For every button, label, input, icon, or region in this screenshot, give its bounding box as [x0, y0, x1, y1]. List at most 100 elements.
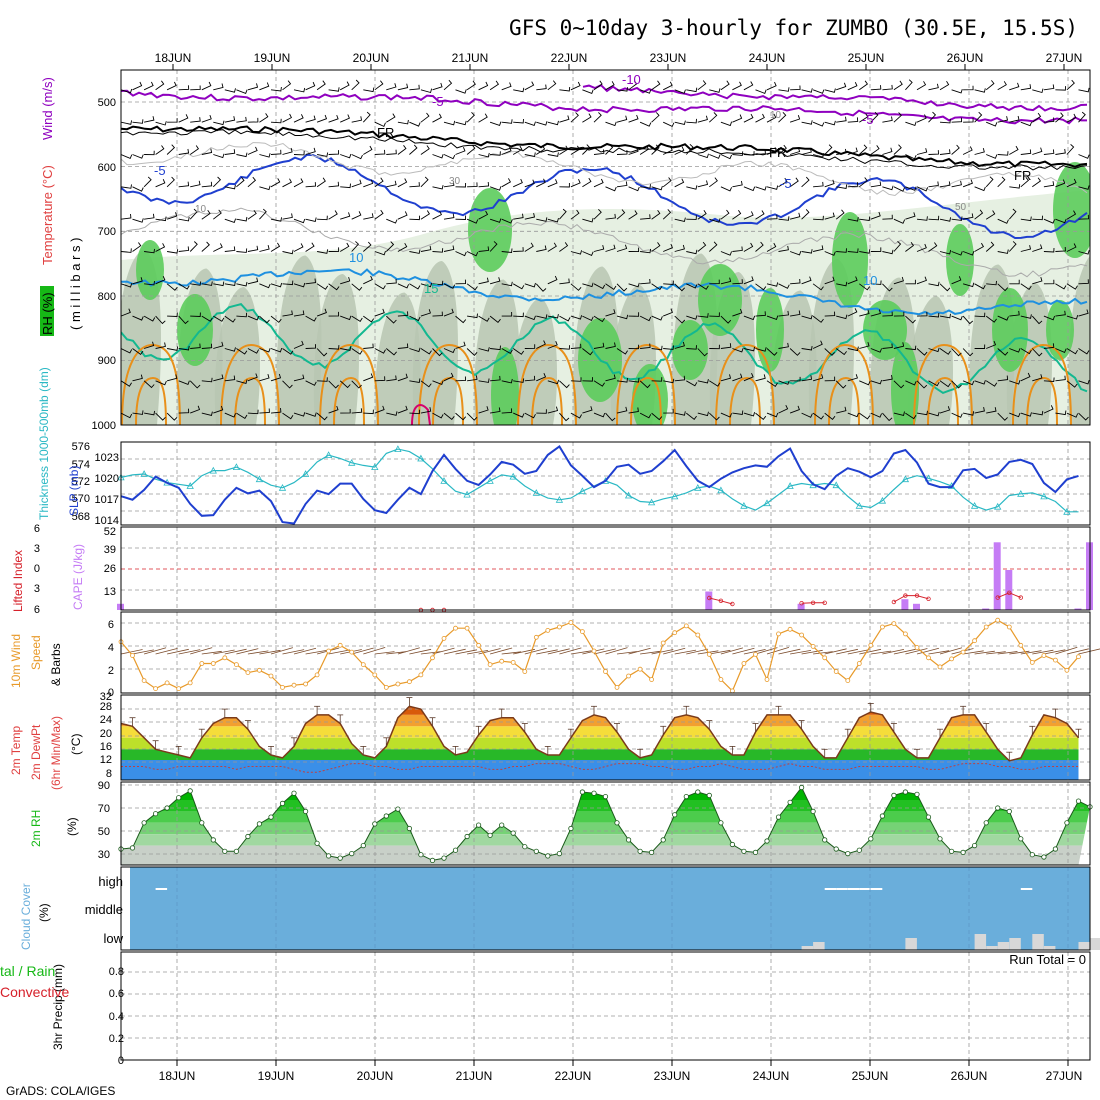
wind-barb	[455, 147, 466, 155]
wind-barb	[121, 380, 132, 387]
wind-barb	[512, 348, 525, 355]
wind-barb	[328, 114, 339, 123]
wind-barb	[789, 212, 801, 220]
wind10m-point	[453, 625, 458, 631]
rh2m-point	[1041, 854, 1047, 860]
rh2m-point	[349, 850, 355, 857]
wind-barb	[121, 248, 132, 253]
wind-barb	[709, 344, 720, 350]
wind-barb	[397, 343, 409, 349]
rh2m-point	[372, 821, 378, 827]
contour-line-20	[616, 343, 676, 425]
wind-barb	[1020, 412, 1032, 417]
wind-barb	[847, 117, 859, 123]
wind-barb	[616, 181, 628, 188]
wind-barb	[593, 80, 603, 91]
wind-barb	[674, 120, 686, 126]
wind-barb	[397, 405, 408, 414]
wind-barb	[1066, 412, 1079, 418]
wind-barb	[1032, 410, 1044, 416]
wind-barb	[974, 88, 986, 93]
wind-barb	[628, 282, 640, 288]
contour-line-30	[411, 404, 431, 425]
thickness-point	[924, 474, 933, 482]
wind-barb	[478, 378, 490, 383]
high-cloud-gap	[1020, 888, 1033, 890]
wind-barb	[766, 315, 779, 320]
wind-barb	[859, 177, 868, 188]
wind-barb	[190, 343, 201, 349]
wind-barb	[893, 218, 906, 224]
wind-barb	[432, 113, 442, 123]
contour-line-15	[121, 302, 1088, 395]
wind10m-point	[568, 620, 574, 625]
wind-barb	[859, 80, 869, 91]
wind-barb	[813, 215, 824, 221]
rh2m-point	[187, 788, 193, 794]
wind10m-point	[949, 656, 954, 662]
wind-barb	[432, 280, 444, 286]
rh2m-point	[475, 822, 482, 828]
wind-barb	[363, 343, 374, 349]
contour-line-25	[1026, 376, 1058, 425]
wind-barb	[1066, 144, 1075, 155]
wind-barb	[467, 313, 478, 319]
wind-barb	[155, 342, 166, 349]
rh2m-point	[741, 848, 747, 854]
wind-barb	[490, 375, 501, 382]
bottom-date-label: 23JUN	[654, 1069, 691, 1083]
wind10m-barb	[443, 648, 466, 655]
wind-barb	[513, 87, 525, 93]
wind-barb	[282, 178, 293, 188]
wind10m-point	[153, 686, 159, 691]
wind10m-point	[983, 624, 989, 630]
wind-barb	[432, 184, 444, 190]
wind-barb	[270, 86, 282, 92]
wind-barb	[386, 278, 397, 285]
rh-shade-high	[832, 212, 868, 308]
wind-barb	[489, 315, 501, 324]
top-date-label: 23JUN	[650, 51, 687, 65]
wind-barb	[974, 242, 985, 252]
wind-barb	[316, 80, 326, 91]
wind-barb	[443, 154, 456, 160]
contour-line-25	[234, 376, 266, 425]
wind-barb	[582, 348, 594, 356]
wind-barb	[1032, 112, 1042, 123]
wind-barb	[789, 251, 802, 256]
wind-tick-label: 6	[108, 619, 114, 631]
wind-barb	[824, 144, 833, 155]
rh2m-point	[499, 822, 505, 828]
wind-barb	[789, 147, 801, 155]
wind-barb	[928, 111, 937, 123]
thickness-point	[209, 466, 217, 474]
wind-barb	[305, 412, 317, 417]
wind-barb	[720, 209, 730, 220]
contour-line-25	[828, 376, 860, 425]
rh2m-point	[153, 811, 159, 817]
wind-barb	[489, 121, 502, 126]
wind-barb	[559, 315, 571, 322]
wind-barb	[859, 216, 871, 222]
thickness-point	[647, 498, 656, 506]
wind-barb	[524, 344, 536, 349]
wind-barb	[385, 241, 395, 252]
wind-barb	[466, 412, 478, 421]
wind-barb	[755, 89, 767, 94]
low-cloud-gap	[974, 934, 987, 950]
wind-barb	[755, 347, 767, 352]
contour-line-20	[913, 343, 973, 425]
wind-barb	[409, 249, 421, 254]
wind-barb	[213, 243, 223, 252]
wind-barb	[316, 283, 329, 290]
wind-barb	[709, 312, 720, 317]
wind-barb	[363, 275, 373, 285]
wind-barb	[582, 282, 594, 288]
wind-barb	[651, 412, 663, 421]
wind-barb	[547, 80, 557, 91]
wind10m-point	[418, 672, 424, 678]
wind10m-point	[326, 648, 332, 654]
wind10m-barb	[374, 651, 395, 655]
wind-barb	[247, 146, 258, 155]
wind-barb	[247, 315, 260, 321]
